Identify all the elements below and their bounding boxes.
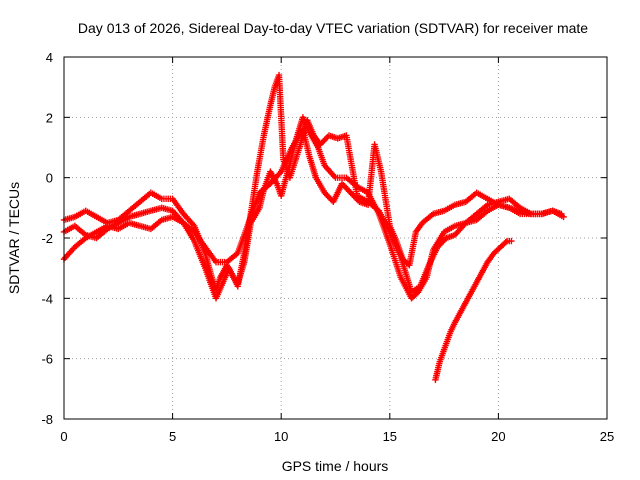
y-tick-label: -2 [41, 231, 53, 246]
chart-title: Day 013 of 2026, Sidereal Day-to-day VTE… [78, 20, 588, 36]
series-trace-b [60, 71, 567, 302]
y-tick-label: -8 [41, 412, 53, 427]
series-trace-c [60, 126, 556, 269]
data-point-marker [549, 207, 556, 215]
data-points [60, 71, 567, 383]
series-trace-a [60, 114, 565, 302]
y-tick-label: 2 [46, 110, 53, 125]
data-point-marker [560, 213, 567, 221]
x-tick-label: 10 [274, 429, 288, 444]
grid-lines [64, 57, 607, 419]
axis-ticks: 0 5 10 15 20 25 -8 -6 -4 -2 0 2 4 [41, 50, 614, 444]
y-axis-title: SDTVAR / TECUs [6, 182, 22, 294]
y-tick-label: -6 [41, 352, 53, 367]
x-tick-label: 5 [169, 429, 176, 444]
data-point-marker [502, 239, 509, 246]
x-tick-label: 20 [491, 429, 505, 444]
series-trace-d [432, 237, 515, 383]
x-tick-label: 0 [60, 429, 67, 444]
y-tick-label: 0 [46, 171, 53, 186]
y-tick-label: -4 [41, 291, 53, 306]
plot-frame [63, 56, 608, 420]
x-tick-label: 25 [600, 429, 614, 444]
y-tick-label: 4 [46, 50, 53, 65]
data-point-marker [508, 237, 515, 245]
x-axis-title: GPS time / hours [282, 458, 389, 474]
x-tick-label: 15 [383, 429, 397, 444]
